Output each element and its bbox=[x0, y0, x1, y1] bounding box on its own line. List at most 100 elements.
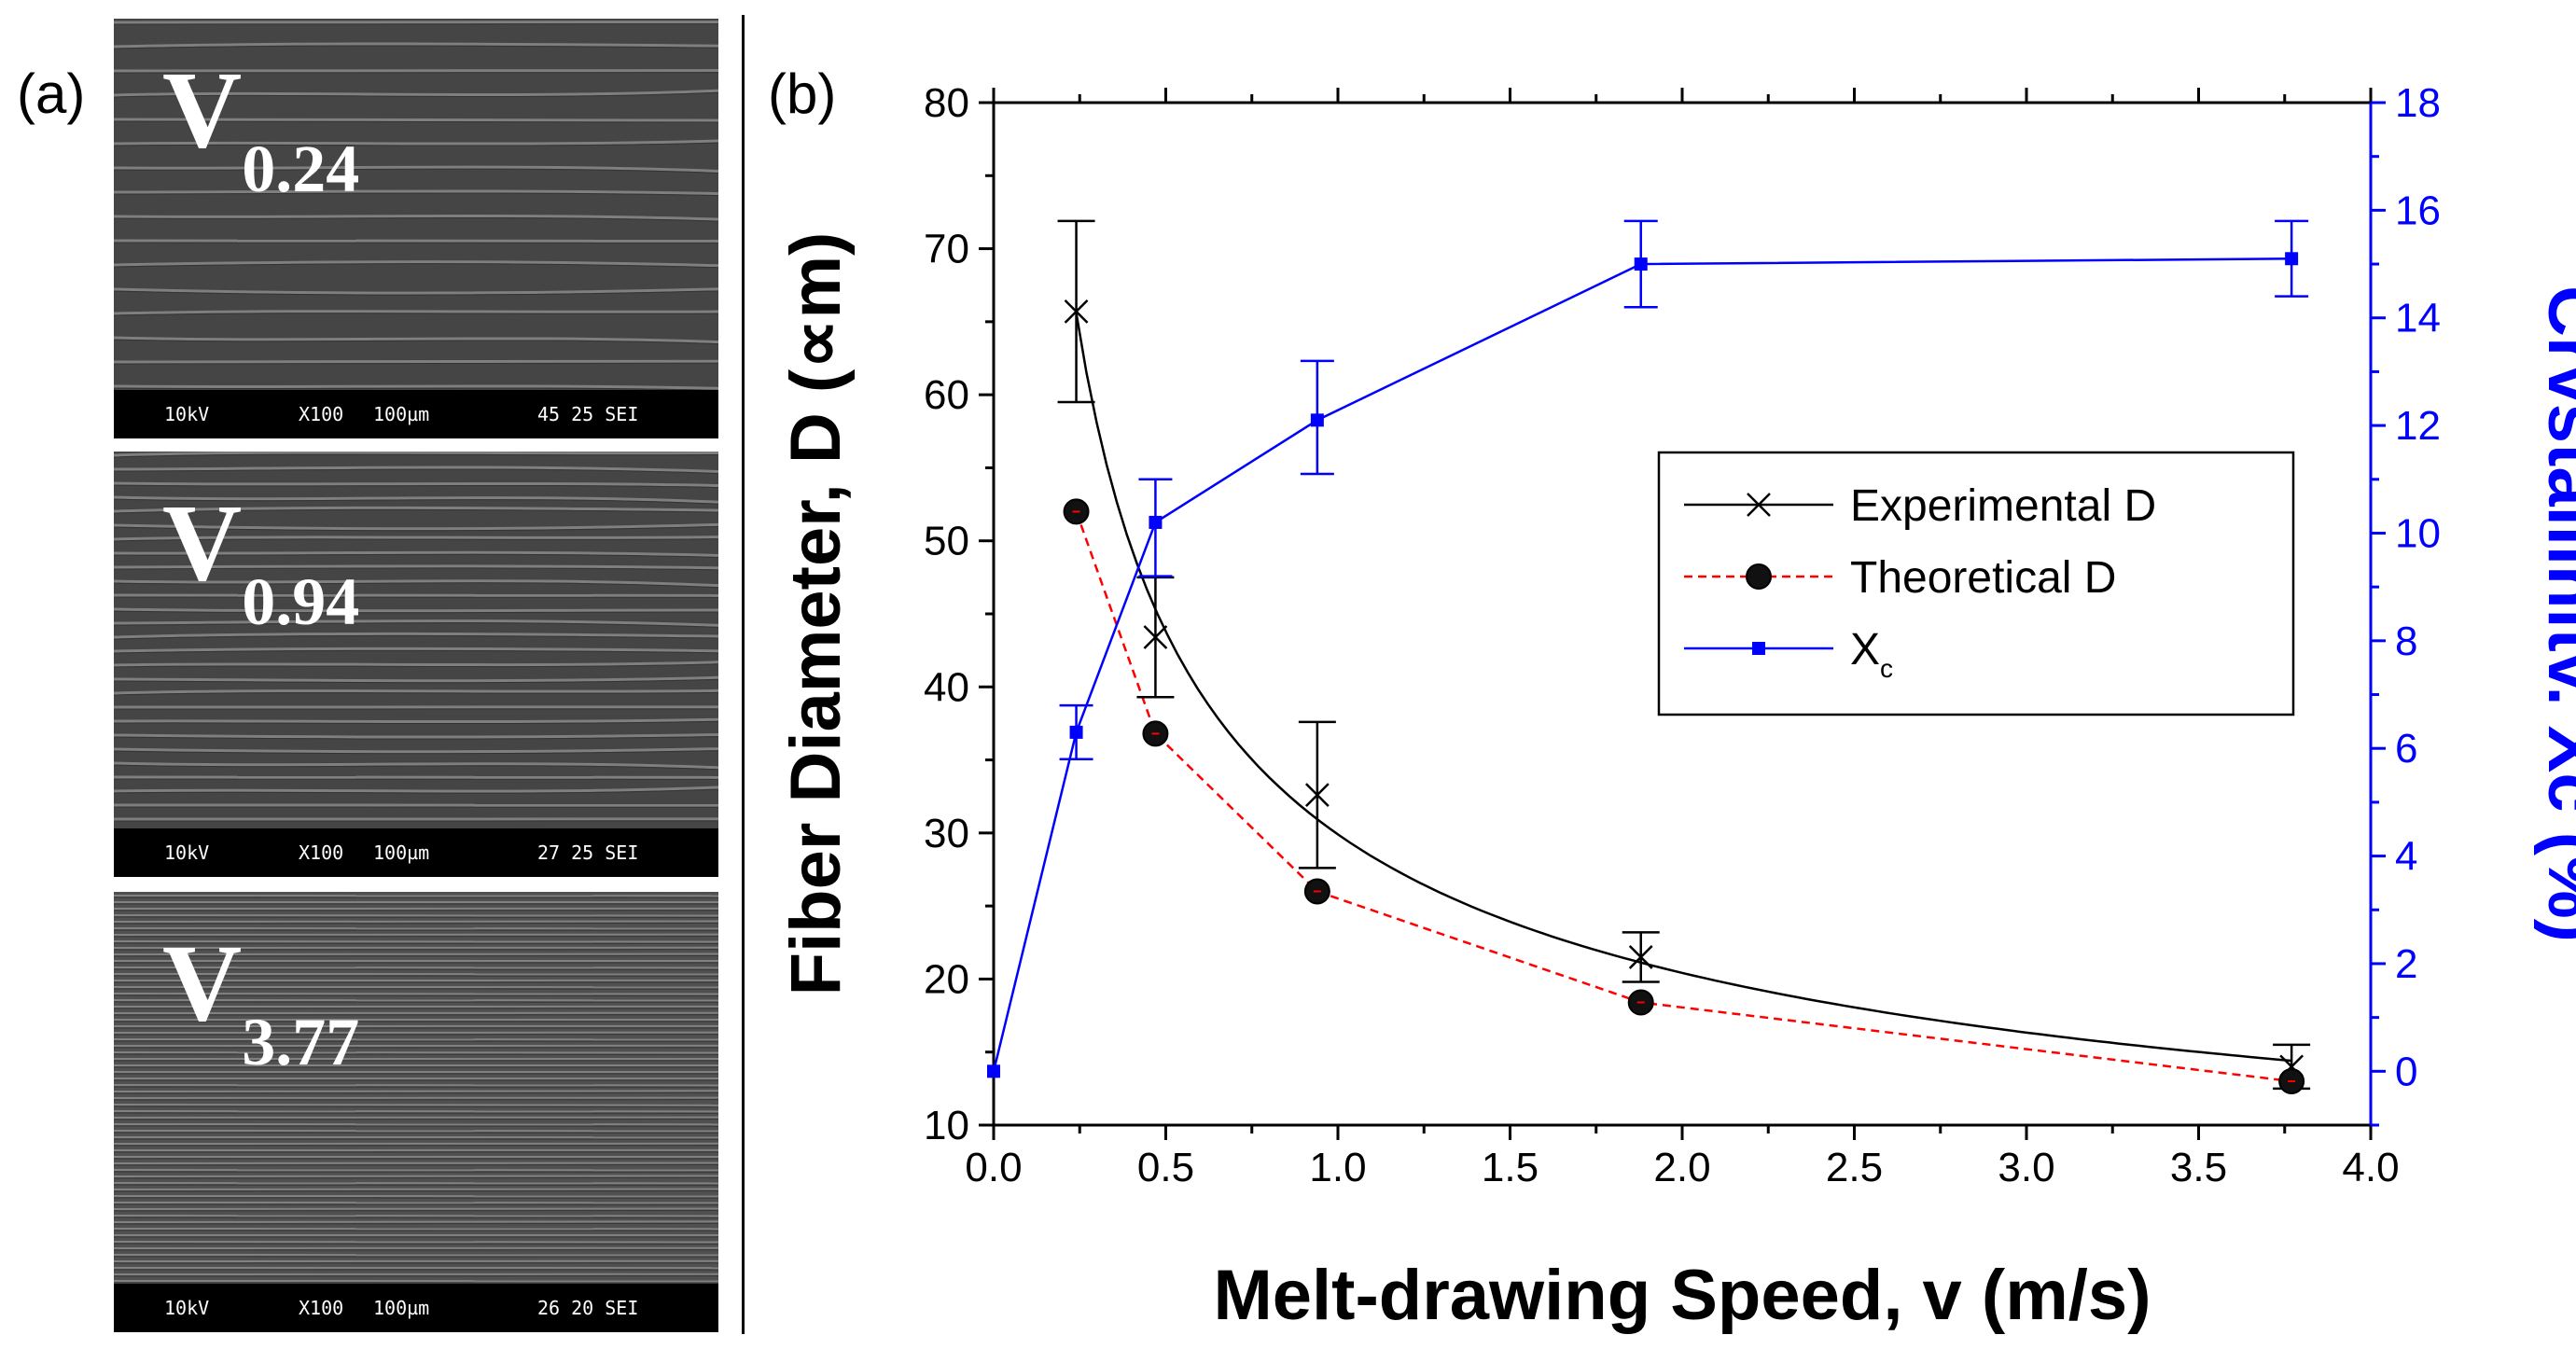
fiber-shadow bbox=[114, 1001, 718, 1004]
fiber-line bbox=[114, 593, 718, 597]
legend-label-subscript: c bbox=[1880, 654, 1893, 683]
fiber-line bbox=[114, 933, 718, 937]
x-tick-label: 3.0 bbox=[1998, 1145, 2054, 1190]
y-tick-label: 60 bbox=[924, 372, 969, 418]
fiber-shadow bbox=[114, 750, 718, 755]
fiber-shadow bbox=[114, 567, 718, 571]
legend-entry: Xc bbox=[1684, 625, 1893, 683]
fiber-line bbox=[114, 21, 718, 24]
x-marker-stroke bbox=[1628, 945, 1653, 969]
fiber-shadow bbox=[114, 1092, 718, 1094]
fiber-line bbox=[114, 384, 718, 390]
y-tick-label: 20 bbox=[924, 956, 969, 1002]
fiber-shadow bbox=[114, 1209, 718, 1212]
sem-speed-label: V0.94 bbox=[162, 481, 360, 639]
fiber-shadow bbox=[114, 1014, 718, 1016]
fiber-line bbox=[114, 1188, 718, 1191]
fiber-line bbox=[114, 564, 718, 570]
fiber-shadow bbox=[114, 788, 718, 794]
y2-axis-title: Crvstallinitv. Xc (%) bbox=[2533, 285, 2576, 942]
fiber-line bbox=[114, 165, 718, 173]
fiber-shadow bbox=[114, 313, 718, 316]
fiber-shadow bbox=[114, 553, 718, 558]
fiber-shadow bbox=[114, 453, 718, 458]
fiber-line bbox=[114, 1207, 718, 1211]
fiber-shadow bbox=[114, 508, 718, 514]
fiber-shadow bbox=[114, 954, 718, 957]
fiber-line bbox=[114, 717, 718, 724]
fiber-line bbox=[114, 481, 718, 487]
fiber-background bbox=[114, 892, 718, 1284]
sem-info-bar: 10kV X100 100µm 26 20 SEI bbox=[114, 1284, 718, 1332]
crystallinity-point bbox=[987, 1064, 1000, 1078]
fiber-line bbox=[114, 1070, 718, 1074]
fiber-line bbox=[114, 920, 718, 924]
y2-tick-label: 12 bbox=[2395, 403, 2441, 449]
fiber-line bbox=[114, 1064, 718, 1067]
sem-image-3: V3.77 10kV X100 100µm 26 20 SEI bbox=[114, 892, 718, 1332]
fiber-shadow bbox=[114, 45, 718, 49]
fiber-texture bbox=[114, 892, 718, 1284]
fiber-shadow bbox=[114, 142, 718, 146]
fiber-shadow bbox=[114, 1274, 718, 1277]
fiber-line bbox=[114, 1129, 718, 1133]
y2-tick-label: 18 bbox=[2395, 80, 2441, 126]
fiber-shadow bbox=[114, 192, 718, 197]
fiber-line bbox=[114, 619, 718, 627]
fiber-shadow bbox=[114, 468, 718, 475]
fiber-line bbox=[114, 761, 718, 770]
fiber-line bbox=[114, 986, 718, 989]
fiber-shadow bbox=[114, 525, 718, 532]
fiber-shadow bbox=[114, 23, 718, 25]
fiber-shadow bbox=[114, 1261, 718, 1264]
fiber-line bbox=[114, 1175, 718, 1178]
fiber-line bbox=[114, 661, 718, 667]
legend-marker bbox=[1752, 642, 1765, 655]
fiber-line bbox=[114, 1259, 718, 1262]
x-tick-label: 2.5 bbox=[1826, 1145, 1883, 1190]
fiber-shadow bbox=[114, 387, 718, 390]
sem-speed-label: V0.24 bbox=[162, 49, 360, 206]
fiber-line bbox=[114, 786, 718, 793]
fiber-shadow bbox=[114, 168, 718, 174]
fiber-shadow bbox=[114, 634, 718, 640]
fiber-line bbox=[114, 139, 718, 146]
fiber-line bbox=[114, 550, 718, 557]
panel-b-label: (b) bbox=[768, 63, 837, 125]
experimental-point bbox=[1064, 299, 1089, 324]
fiber-line bbox=[114, 939, 718, 943]
theoretical-line bbox=[1075, 510, 2292, 1083]
fiber-line bbox=[114, 926, 718, 930]
fiber-shadow bbox=[114, 582, 718, 589]
x-tick-label: 1.0 bbox=[1309, 1145, 1366, 1190]
crystallinity-line bbox=[992, 257, 2292, 1072]
sem-image-2: V0.94 10kV X100 100µm 27 25 SEI bbox=[114, 452, 718, 877]
y-tick-label: 30 bbox=[924, 811, 969, 856]
sem-speed-label: V3.77 bbox=[162, 922, 360, 1079]
fiber-line bbox=[114, 1011, 718, 1015]
legend-marker bbox=[1747, 493, 1771, 517]
fiber-line bbox=[114, 336, 718, 344]
fiber-shadow bbox=[114, 678, 718, 684]
fiber-shadow bbox=[114, 362, 718, 365]
fiber-line bbox=[114, 310, 718, 315]
fiber-shadow bbox=[114, 290, 718, 296]
y-tick-label: 40 bbox=[924, 664, 969, 710]
fiber-line bbox=[114, 1279, 718, 1283]
fiber-line bbox=[114, 705, 718, 710]
fiber-shadow bbox=[114, 720, 718, 725]
sem-image-1: V0.24 10kV X100 100µm 45 25 SEI bbox=[114, 19, 718, 438]
fiber-line bbox=[114, 774, 718, 779]
legend-label: Xc bbox=[1850, 625, 1893, 683]
fiber-line bbox=[114, 953, 718, 955]
crystallinity-point bbox=[1149, 515, 1163, 529]
fiber-line bbox=[114, 999, 718, 1002]
fiber-line bbox=[114, 579, 718, 588]
fiber-shadow bbox=[114, 610, 718, 614]
crystallinity-point bbox=[1634, 257, 1648, 271]
panel-a-label: (a) bbox=[17, 63, 86, 125]
fiber-line bbox=[114, 1220, 718, 1224]
y-tick-label: 80 bbox=[924, 80, 969, 126]
fiber-shadow bbox=[114, 929, 718, 931]
